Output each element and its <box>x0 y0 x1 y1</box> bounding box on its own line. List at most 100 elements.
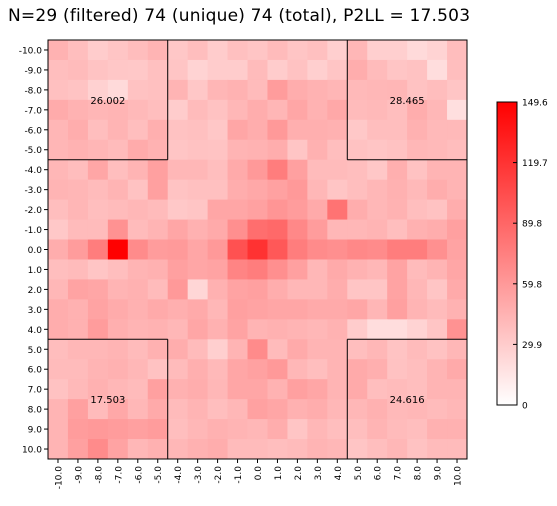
heatmap-cell <box>127 179 149 201</box>
colorbar-tick-label: 59.8 <box>522 280 542 290</box>
y-tick-label: 10.0 <box>22 446 42 456</box>
heatmap-cell <box>447 299 468 320</box>
heatmap-cell <box>187 219 209 241</box>
heatmap-cell <box>207 99 229 121</box>
heatmap-cell <box>127 399 149 420</box>
heatmap-cell <box>48 379 69 400</box>
heatmap-cell <box>207 359 229 380</box>
y-tick-label: 1.0 <box>28 266 43 276</box>
heatmap-cell <box>367 439 388 460</box>
quadrant-labels: 26.002 28.465 17.503 24.616 <box>90 96 424 406</box>
heatmap-cell <box>327 359 348 380</box>
heatmap-cell <box>48 99 69 121</box>
heatmap-cell <box>407 319 428 340</box>
heatmap-cell <box>107 159 129 181</box>
heatmap-cell <box>147 119 169 141</box>
heatmap-cell <box>87 379 109 400</box>
heatmap-cell <box>167 219 189 241</box>
heatmap-cell <box>67 379 89 400</box>
x-tick-label: 5.0 <box>354 466 364 481</box>
heatmap-cell <box>387 319 408 340</box>
heatmap-cell <box>227 119 249 141</box>
heatmap-cell <box>67 40 89 61</box>
heatmap-cell <box>207 419 229 440</box>
heatmap-cell <box>447 279 468 300</box>
heatmap-cell <box>347 299 368 320</box>
heatmap-cell <box>287 359 308 380</box>
x-tick-label: 4.0 <box>334 466 344 481</box>
heatmap-cell <box>407 139 428 161</box>
heatmap-cell <box>67 319 89 340</box>
heatmap-cell <box>147 339 169 360</box>
heatmap-cell <box>187 359 209 380</box>
heatmap-cell <box>127 279 149 300</box>
heatmap-cell <box>87 259 109 280</box>
heatmap-cell <box>107 199 129 221</box>
heatmap-cell <box>207 299 229 320</box>
heatmap-cell <box>387 399 408 420</box>
heatmap-cell <box>67 439 89 460</box>
heatmap-cell <box>167 339 189 360</box>
heatmap-cell <box>67 299 89 320</box>
heatmap-cell <box>407 199 428 221</box>
heatmap-cell <box>447 359 468 380</box>
heatmap-cell <box>247 339 268 360</box>
heatmap-cell <box>227 339 249 360</box>
heatmap-cell <box>427 359 448 380</box>
heatmap-cell <box>227 199 249 221</box>
heatmap-cell <box>247 399 268 420</box>
quadrant-borders <box>48 40 467 459</box>
heatmap-cell <box>67 399 89 420</box>
heatmap-cell <box>347 339 368 360</box>
heatmap-cell <box>427 439 448 460</box>
heatmap-cell <box>87 319 109 340</box>
y-tick-label: -10.0 <box>19 46 43 56</box>
heatmap-cell <box>427 259 448 280</box>
heatmap-cell <box>427 159 448 181</box>
heatmap-cell <box>87 299 109 320</box>
quadrant-label: 26.002 <box>90 96 125 107</box>
heatmap-cell <box>127 159 149 181</box>
heatmap-cell <box>447 59 468 81</box>
heatmap-cell <box>327 439 348 460</box>
heatmap-cell <box>367 40 388 61</box>
heatmap-cell <box>327 59 348 81</box>
heatmap-cell <box>227 219 249 241</box>
x-tick-label: -5.0 <box>154 466 164 484</box>
heatmap-cell <box>187 399 209 420</box>
heatmap-cell <box>427 419 448 440</box>
heatmap-cell <box>107 339 129 360</box>
heatmap-cell <box>247 259 268 280</box>
heatmap-cell <box>107 79 129 101</box>
heatmap-cell <box>107 40 129 61</box>
heatmap-cell <box>347 139 368 161</box>
heatmap-cell <box>127 379 149 400</box>
heatmap-cell <box>67 79 89 101</box>
heatmap-cell <box>267 379 288 400</box>
heatmap-cell <box>147 359 169 380</box>
heatmap-cell <box>247 179 268 201</box>
heatmap-cell <box>387 179 408 201</box>
heatmap-cell <box>87 219 109 241</box>
heatmap-cell <box>247 159 268 181</box>
y-tick-label: -6.0 <box>24 126 42 136</box>
x-tick-label: 8.0 <box>414 466 424 481</box>
heatmap-cell <box>347 239 368 260</box>
heatmap-cell <box>407 40 428 61</box>
heatmap-cell <box>167 159 189 181</box>
heatmap-cell <box>287 79 308 101</box>
heatmap-cell <box>427 59 448 81</box>
heatmap-cell <box>367 239 388 260</box>
heatmap-cell <box>387 59 408 81</box>
heatmap-cell <box>107 179 129 201</box>
heatmap-cell <box>427 99 448 121</box>
heatmap-cell <box>207 219 229 241</box>
x-tick-label: 2.0 <box>294 466 304 481</box>
heatmap-cell <box>347 119 368 141</box>
heatmap-cell <box>267 179 288 201</box>
y-tick-label: 9.0 <box>28 426 43 436</box>
heatmap-cell <box>87 399 109 420</box>
heatmap-cell <box>387 40 408 61</box>
heatmap-cell <box>427 399 448 420</box>
heatmap-cell <box>247 379 268 400</box>
